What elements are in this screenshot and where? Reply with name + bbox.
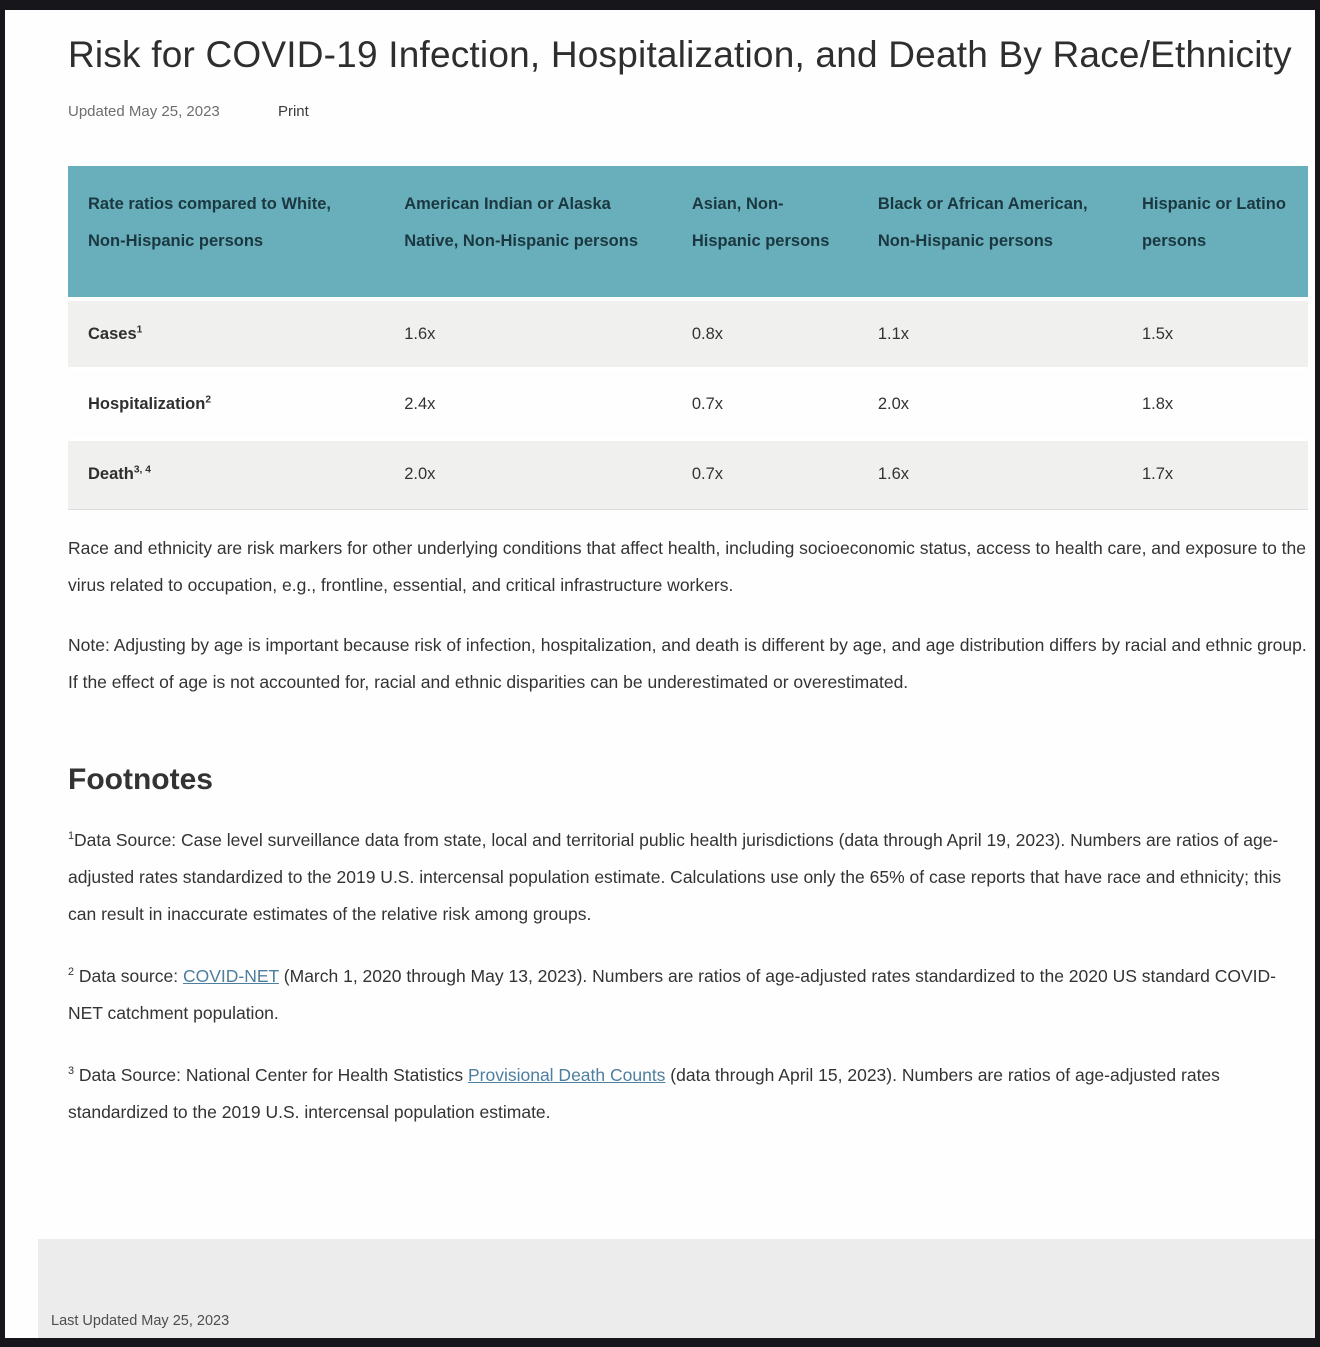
page: Risk for COVID-19 Infection, Hospitaliza…: [5, 10, 1315, 1338]
table-cell: 0.8x: [671, 297, 858, 369]
covid-net-link[interactable]: COVID-NET: [182, 965, 279, 986]
footnote-1: 1Data Source: Case level surveillance da…: [68, 829, 1282, 924]
last-updated: Last Updated May 25, 2023: [51, 1313, 230, 1329]
table-cell: 0.7x: [671, 437, 858, 510]
table-cell: 0.7x: [671, 367, 858, 439]
table-row: Cases1 1.6x 0.8x 1.1x 1.5x: [68, 297, 1308, 369]
table-header-row: Rate ratios compared to White, Non-Hispa…: [68, 166, 1308, 299]
column-header: American Indian or Alaska Native, Non-Hi…: [384, 166, 672, 299]
spacer: [5, 1131, 1315, 1240]
table-cell: 1.8x: [1121, 367, 1308, 439]
column-header: Black or African American, Non-Hispanic …: [857, 166, 1122, 299]
page-footer: Last Updated May 25, 2023: [38, 1239, 1315, 1338]
table-cell: 1.6x: [384, 297, 672, 369]
row-label: Cases1: [68, 297, 385, 369]
footnote-2: 2 Data source: COVID-NET (March 1, 2020 …: [68, 965, 1276, 1023]
footnote-number: 3: [68, 1064, 75, 1077]
page-title: Risk for COVID-19 Infection, Hospitaliza…: [68, 34, 1292, 75]
column-header: Rate ratios compared to White, Non-Hispa…: [68, 166, 385, 299]
print-link[interactable]: Print: [277, 103, 309, 120]
table-cell: 1.1x: [857, 297, 1122, 369]
main-content: Risk for COVID-19 Infection, Hospitaliza…: [68, 10, 1308, 1131]
table-cell: 2.0x: [857, 367, 1122, 439]
footnote-3: 3 Data Source: National Center for Healt…: [68, 1064, 1220, 1122]
table-cell: 1.5x: [1121, 297, 1308, 369]
table-cell: 1.6x: [857, 437, 1122, 510]
note-paragraph: Note: Adjusting by age is important beca…: [68, 634, 1307, 692]
row-label: Hospitalization2: [68, 367, 385, 439]
footnote-marker: 1: [136, 324, 143, 335]
footnote-marker: 2: [205, 394, 212, 405]
table-cell: 2.0x: [384, 437, 672, 510]
table-row: Death3, 4 2.0x 0.7x 1.6x 1.7x: [68, 437, 1308, 510]
table-cell: 1.7x: [1121, 437, 1308, 510]
footnotes-heading: Footnotes: [68, 762, 213, 796]
footnote-number: 2: [68, 965, 75, 978]
intro-paragraph: Race and ethnicity are risk markers for …: [68, 537, 1306, 595]
table-cell: 2.4x: [384, 367, 672, 439]
provisional-death-counts-link[interactable]: Provisional Death Counts: [467, 1064, 666, 1085]
column-header: Asian, Non-Hispanic persons: [671, 166, 858, 299]
updated-date: Updated May 25, 2023: [68, 103, 220, 120]
page-meta: Updated May 25, 2023 Print: [68, 103, 1308, 120]
row-label: Death3, 4: [68, 437, 385, 510]
footnote-marker: 3, 4: [133, 464, 151, 476]
column-header: Hispanic or Latino persons: [1121, 166, 1308, 299]
footnote-number: 1: [68, 829, 75, 842]
table-row: Hospitalization2 2.4x 0.7x 2.0x 1.8x: [68, 367, 1308, 439]
rate-ratio-table: Rate ratios compared to White, Non-Hispa…: [68, 166, 1308, 510]
